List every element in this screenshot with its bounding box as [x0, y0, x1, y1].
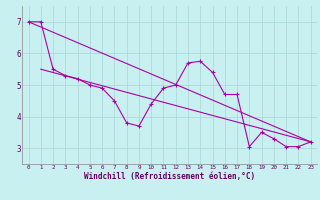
X-axis label: Windchill (Refroidissement éolien,°C): Windchill (Refroidissement éolien,°C) — [84, 172, 255, 181]
